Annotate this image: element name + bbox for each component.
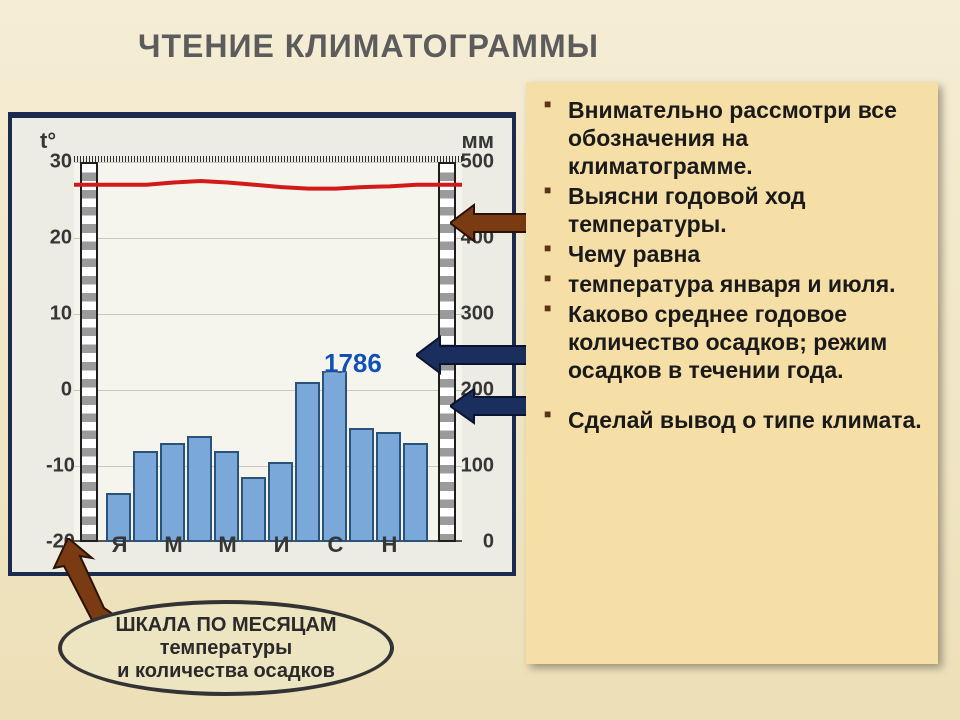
month-label: М — [158, 532, 190, 558]
month-label: И — [266, 532, 298, 558]
month-label: С — [320, 532, 352, 558]
page-title: ЧТЕНИЕ КЛИМАТОГРАММЫ — [138, 28, 599, 65]
y-right-tick: 100 — [454, 455, 494, 478]
y-right-tick: 500 — [454, 151, 494, 174]
bullet-item: Каково среднее годовое количество осадко… — [544, 300, 928, 384]
bullet-item: Выясни годовой ход температуры. — [544, 182, 928, 238]
y-left-tick: 20 — [46, 227, 72, 250]
caption-line-2: температуры — [160, 637, 292, 660]
y-left-tick: 10 — [46, 303, 72, 326]
temperature-line — [74, 162, 462, 542]
bullet-item: Внимательно рассмотри все обозначения на… — [544, 96, 928, 180]
month-label: Н — [374, 532, 406, 558]
annual-precip-total: 1786 — [324, 348, 382, 379]
instruction-panel: Внимательно рассмотри все обозначения на… — [526, 82, 938, 664]
y-left-tick: 0 — [46, 379, 72, 402]
bullet-item: Сделай вывод о типе климата. — [544, 406, 928, 434]
caption-line-1: ШКАЛА ПО МЕСЯЦАМ — [115, 614, 336, 637]
month-label: М — [212, 532, 244, 558]
y-left-tick: -10 — [46, 455, 72, 478]
y-right-tick: 0 — [454, 531, 494, 554]
bullet-item: температура января и июля. — [544, 270, 928, 298]
caption-oval: ШКАЛА ПО МЕСЯЦАМ температуры и количеств… — [58, 600, 394, 696]
y-right-tick: 300 — [454, 303, 494, 326]
instruction-list: Внимательно рассмотри все обозначения на… — [544, 96, 928, 435]
caption-line-3: и количества осадков — [117, 660, 335, 683]
y-left-tick: 30 — [46, 151, 72, 174]
bullet-item: Чему равна — [544, 240, 928, 268]
plot-area: 1786 — [74, 162, 462, 542]
